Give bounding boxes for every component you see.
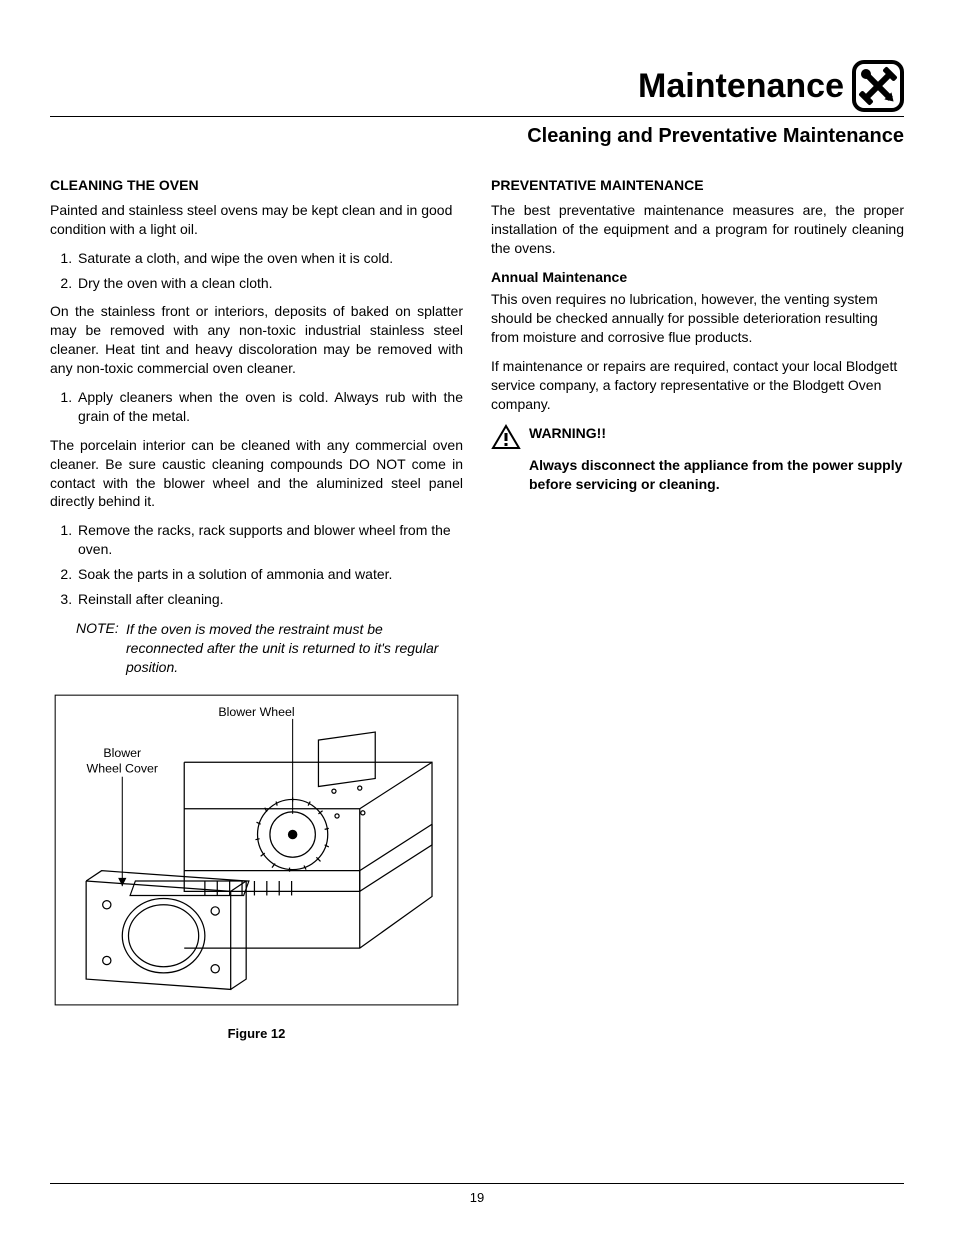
right-p2: This oven requires no lubrication, howev… bbox=[491, 290, 904, 347]
left-heading: CLEANING THE OVEN bbox=[50, 176, 463, 195]
figure-12: Blower Wheel Blower Wheel Cover bbox=[50, 690, 463, 1043]
tools-icon bbox=[852, 60, 904, 112]
left-column: CLEANING THE OVEN Painted and stainless … bbox=[50, 176, 463, 1043]
list-item: Saturate a cloth, and wipe the oven when… bbox=[76, 249, 463, 268]
page-header: Maintenance bbox=[50, 60, 904, 117]
left-list1: Saturate a cloth, and wipe the oven when… bbox=[50, 249, 463, 293]
right-p1: The best preventative maintenance measur… bbox=[491, 201, 904, 258]
right-p3: If maintenance or repairs are required, … bbox=[491, 357, 904, 414]
left-p3: The porcelain interior can be cleaned wi… bbox=[50, 436, 463, 512]
content-columns: CLEANING THE OVEN Painted and stainless … bbox=[50, 176, 904, 1043]
warning-body: Always disconnect the appliance from the… bbox=[491, 456, 904, 494]
page-footer: 19 bbox=[50, 1183, 904, 1205]
left-list2: Apply cleaners when the oven is cold. Al… bbox=[50, 388, 463, 426]
figure-svg: Blower Wheel Blower Wheel Cover bbox=[50, 690, 463, 1010]
header-title: Maintenance bbox=[638, 67, 844, 106]
figure-caption: Figure 12 bbox=[50, 1025, 463, 1043]
right-heading: PREVENTATIVE MAINTENANCE bbox=[491, 176, 904, 195]
page-number: 19 bbox=[470, 1190, 484, 1205]
figure-label-cover-1: Blower bbox=[103, 747, 141, 761]
list-item: Soak the parts in a solution of ammonia … bbox=[76, 565, 463, 584]
page: Maintenance Cleaning and Preventative Ma… bbox=[0, 0, 954, 1235]
list-item: Apply cleaners when the oven is cold. Al… bbox=[76, 388, 463, 426]
list-item: Reinstall after cleaning. bbox=[76, 590, 463, 609]
figure-label-blower-wheel: Blower Wheel bbox=[218, 705, 294, 719]
note-body: If the oven is moved the restraint must … bbox=[76, 620, 463, 677]
left-list3: Remove the racks, rack supports and blow… bbox=[50, 521, 463, 609]
list-item: Dry the oven with a clean cloth. bbox=[76, 274, 463, 293]
page-subheader: Cleaning and Preventative Maintenance bbox=[50, 125, 904, 148]
left-p2: On the stainless front or interiors, dep… bbox=[50, 302, 463, 378]
figure-label-cover-2: Wheel Cover bbox=[87, 762, 159, 776]
list-item: Remove the racks, rack supports and blow… bbox=[76, 521, 463, 559]
warning-icon bbox=[491, 424, 521, 450]
note-label: NOTE: bbox=[76, 620, 119, 636]
warning-row: WARNING!! bbox=[491, 424, 904, 450]
warning-text: WARNING!! bbox=[529, 424, 606, 443]
note-block: NOTE: If the oven is moved the restraint… bbox=[50, 619, 463, 677]
right-column: PREVENTATIVE MAINTENANCE The best preven… bbox=[491, 176, 904, 1043]
left-p1: Painted and stainless steel ovens may be… bbox=[50, 201, 463, 239]
warning-head: WARNING!! bbox=[529, 424, 606, 443]
annual-head: Annual Maintenance bbox=[491, 268, 904, 287]
